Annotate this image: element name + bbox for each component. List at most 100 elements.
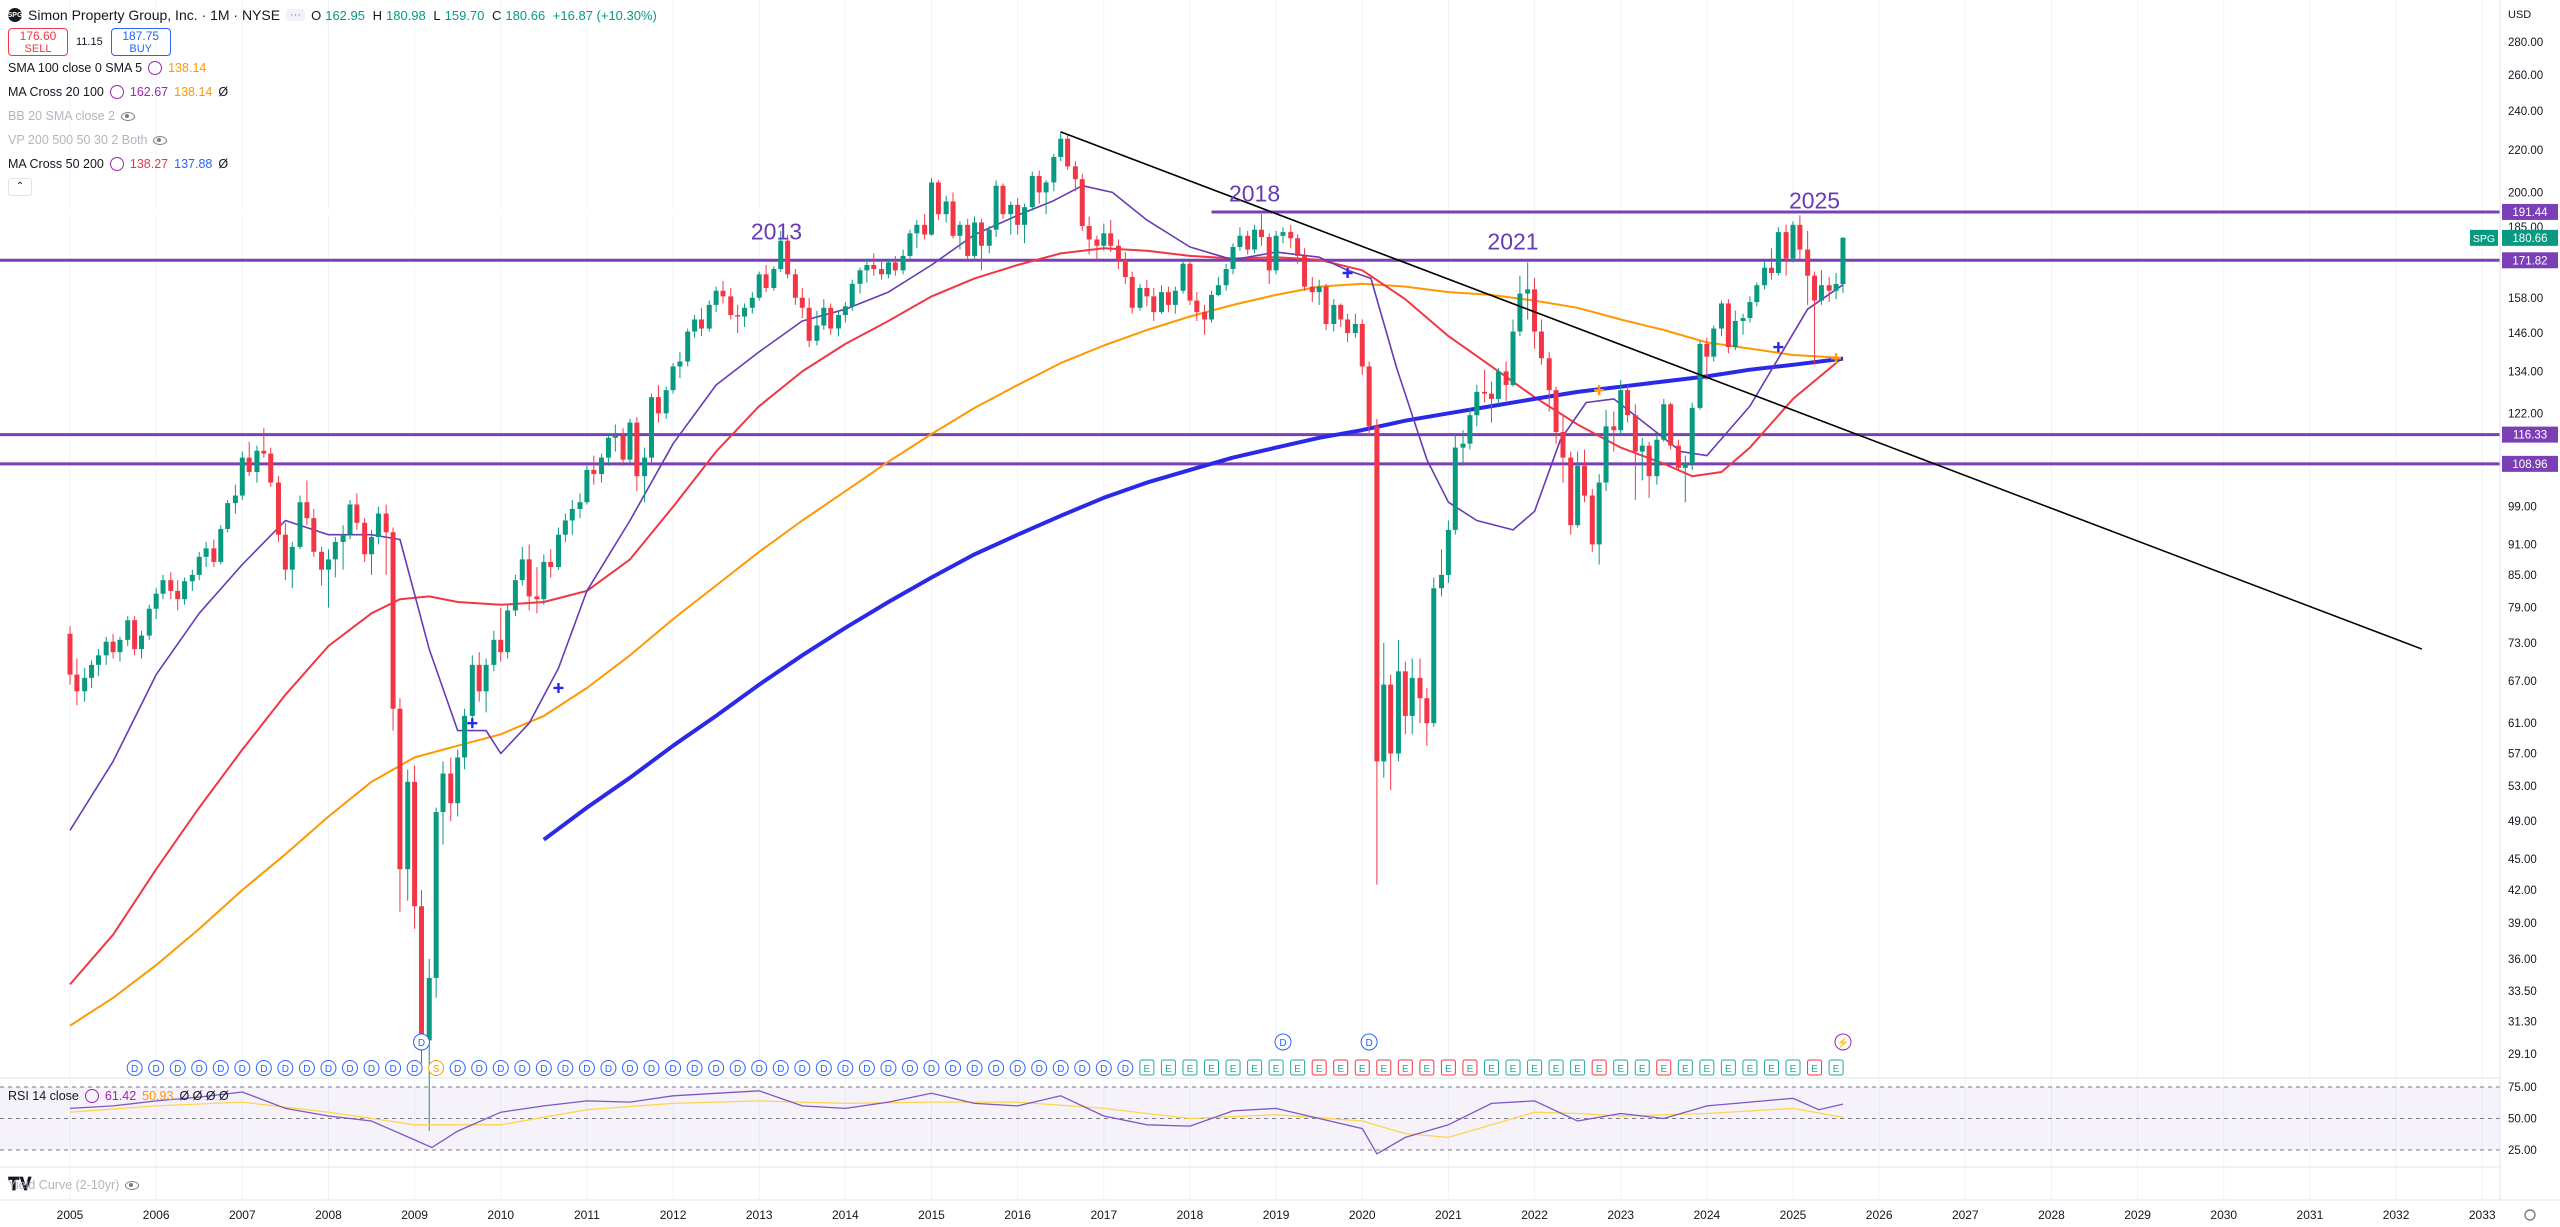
price-tag[interactable] <box>2502 426 2558 443</box>
earnings-marker[interactable] <box>1785 1059 1801 1076</box>
buy-button[interactable]: 187.75 BUY <box>110 28 171 56</box>
earnings-marker[interactable] <box>1570 1059 1586 1076</box>
earnings-marker[interactable] <box>1548 1059 1564 1076</box>
earnings-marker[interactable] <box>1505 1059 1521 1076</box>
year-annotation[interactable]: 2013 <box>751 218 802 244</box>
earnings-marker[interactable] <box>1376 1059 1392 1076</box>
dividend-marker[interactable] <box>751 1060 768 1076</box>
event-marker[interactable] <box>1274 1033 1292 1051</box>
price-tag[interactable] <box>2502 252 2558 269</box>
dividend-marker[interactable] <box>557 1060 574 1076</box>
dividend-marker[interactable] <box>277 1060 294 1076</box>
sell-button[interactable]: 176.60 SELL <box>8 28 68 56</box>
trendline-line[interactable] <box>1060 131 2423 650</box>
indicator-ma-cross-20-100[interactable]: MA Cross 20 100 162.67 138.14 Ø <box>8 80 661 104</box>
earnings-marker[interactable] <box>1440 1059 1456 1076</box>
earnings-marker[interactable] <box>1397 1059 1413 1076</box>
earnings-marker[interactable] <box>1677 1059 1693 1076</box>
dividend-marker[interactable] <box>169 1060 186 1076</box>
dividend-marker[interactable] <box>148 1060 165 1076</box>
dividend-marker[interactable] <box>341 1060 358 1076</box>
earnings-marker[interactable] <box>1613 1059 1629 1076</box>
earnings-marker[interactable] <box>1139 1059 1155 1076</box>
dividend-marker[interactable] <box>686 1060 703 1076</box>
price-tag[interactable] <box>2502 455 2558 472</box>
earnings-marker[interactable] <box>1462 1059 1478 1076</box>
dividend-marker[interactable] <box>815 1060 832 1076</box>
earnings-marker[interactable] <box>1290 1059 1306 1076</box>
dividend-marker[interactable] <box>880 1060 897 1076</box>
symbol-tag[interactable] <box>2470 229 2498 246</box>
year-annotation[interactable]: 2025 <box>1789 187 1840 213</box>
earnings-marker[interactable] <box>1160 1059 1176 1076</box>
dividend-marker[interactable] <box>255 1060 272 1076</box>
dividend-marker[interactable] <box>1009 1060 1026 1076</box>
earnings-marker[interactable] <box>1354 1059 1370 1076</box>
dividend-marker[interactable] <box>320 1060 337 1076</box>
earnings-marker[interactable] <box>1268 1059 1284 1076</box>
dividend-marker[interactable] <box>621 1060 638 1076</box>
dividend-marker[interactable] <box>1031 1060 1048 1076</box>
earnings-marker[interactable] <box>1182 1059 1198 1076</box>
dividend-marker[interactable] <box>1074 1060 1091 1076</box>
symbol-title[interactable]: Simon Property Group, Inc. · 1M · NYSE <box>28 7 281 23</box>
earnings-marker[interactable] <box>1311 1059 1327 1076</box>
indicator-vp[interactable]: VP 200 500 50 30 2 Both <box>8 128 661 152</box>
earnings-marker[interactable] <box>1699 1059 1715 1076</box>
dividend-marker[interactable] <box>191 1060 208 1076</box>
dividend-marker[interactable] <box>945 1060 962 1076</box>
event-marker[interactable] <box>412 1033 430 1051</box>
earnings-marker[interactable] <box>1742 1059 1758 1076</box>
last-price-tag[interactable] <box>2502 229 2558 246</box>
dividend-marker[interactable] <box>772 1060 789 1076</box>
indicator-sma100[interactable]: SMA 100 close 0 SMA 5 138.14 <box>8 56 661 80</box>
dividend-marker[interactable] <box>966 1060 983 1076</box>
dividend-marker[interactable] <box>126 1060 143 1076</box>
earnings-marker[interactable] <box>1807 1059 1823 1076</box>
rsi-name[interactable]: RSI 14 close <box>8 1089 79 1103</box>
earnings-marker[interactable] <box>1720 1059 1736 1076</box>
year-annotations[interactable]: 2013 2018 2021 2025 <box>751 180 1840 254</box>
dividend-marker[interactable] <box>449 1060 466 1076</box>
dividend-marker[interactable] <box>363 1060 380 1076</box>
settings-icon[interactable] <box>84 1089 99 1103</box>
settings-icon[interactable] <box>109 157 124 171</box>
dividend-marker[interactable] <box>535 1060 552 1076</box>
earnings-marker[interactable] <box>1483 1059 1499 1076</box>
dividend-marker[interactable] <box>858 1060 875 1076</box>
earnings-marker[interactable] <box>1203 1059 1219 1076</box>
horizontal-levels[interactable] <box>0 208 2500 466</box>
earnings-marker[interactable] <box>1419 1059 1435 1076</box>
event-markers[interactable]: D D D D D D D D D D D D D D S D D D D D D D D D D D D D D D D D D D D D D D D D… <box>126 1033 1852 1076</box>
dividend-marker[interactable] <box>1095 1060 1112 1076</box>
settings-gear-icon[interactable] <box>2524 1209 2536 1221</box>
dividend-marker[interactable] <box>1052 1060 1069 1076</box>
price-axis[interactable]: USD280.00260.00240.00220.00200.00185.001… <box>2470 0 2560 1200</box>
earnings-marker[interactable] <box>1225 1059 1241 1076</box>
currency-label[interactable]: USD <box>2508 9 2531 21</box>
hidden-eye-icon[interactable] <box>153 135 168 145</box>
collapse-legend-button[interactable]: ⌃ <box>8 178 32 196</box>
dividend-marker[interactable] <box>901 1060 918 1076</box>
dividend-marker[interactable] <box>665 1060 682 1076</box>
dividend-marker[interactable] <box>794 1060 811 1076</box>
event-marker[interactable] <box>1360 1033 1378 1051</box>
event-marker[interactable] <box>1834 1033 1852 1051</box>
earnings-marker[interactable] <box>1828 1059 1844 1076</box>
dividend-marker[interactable] <box>837 1060 854 1076</box>
dividend-marker[interactable] <box>471 1060 488 1076</box>
dividend-marker[interactable] <box>643 1060 660 1076</box>
earnings-marker[interactable] <box>1656 1059 1672 1076</box>
earnings-marker[interactable] <box>1527 1059 1543 1076</box>
earnings-marker[interactable] <box>1763 1059 1779 1076</box>
dividend-marker[interactable] <box>514 1060 531 1076</box>
earnings-marker[interactable] <box>1247 1059 1263 1076</box>
dividend-marker[interactable] <box>600 1060 617 1076</box>
indicator-bb[interactable]: BB 20 SMA close 2 <box>8 104 661 128</box>
dividend-marker[interactable] <box>428 1060 445 1076</box>
hidden-eye-icon[interactable] <box>121 111 136 121</box>
hidden-eye-icon[interactable] <box>125 1180 140 1190</box>
year-annotation[interactable]: 2021 <box>1487 229 1538 255</box>
dividend-marker[interactable] <box>923 1060 940 1076</box>
